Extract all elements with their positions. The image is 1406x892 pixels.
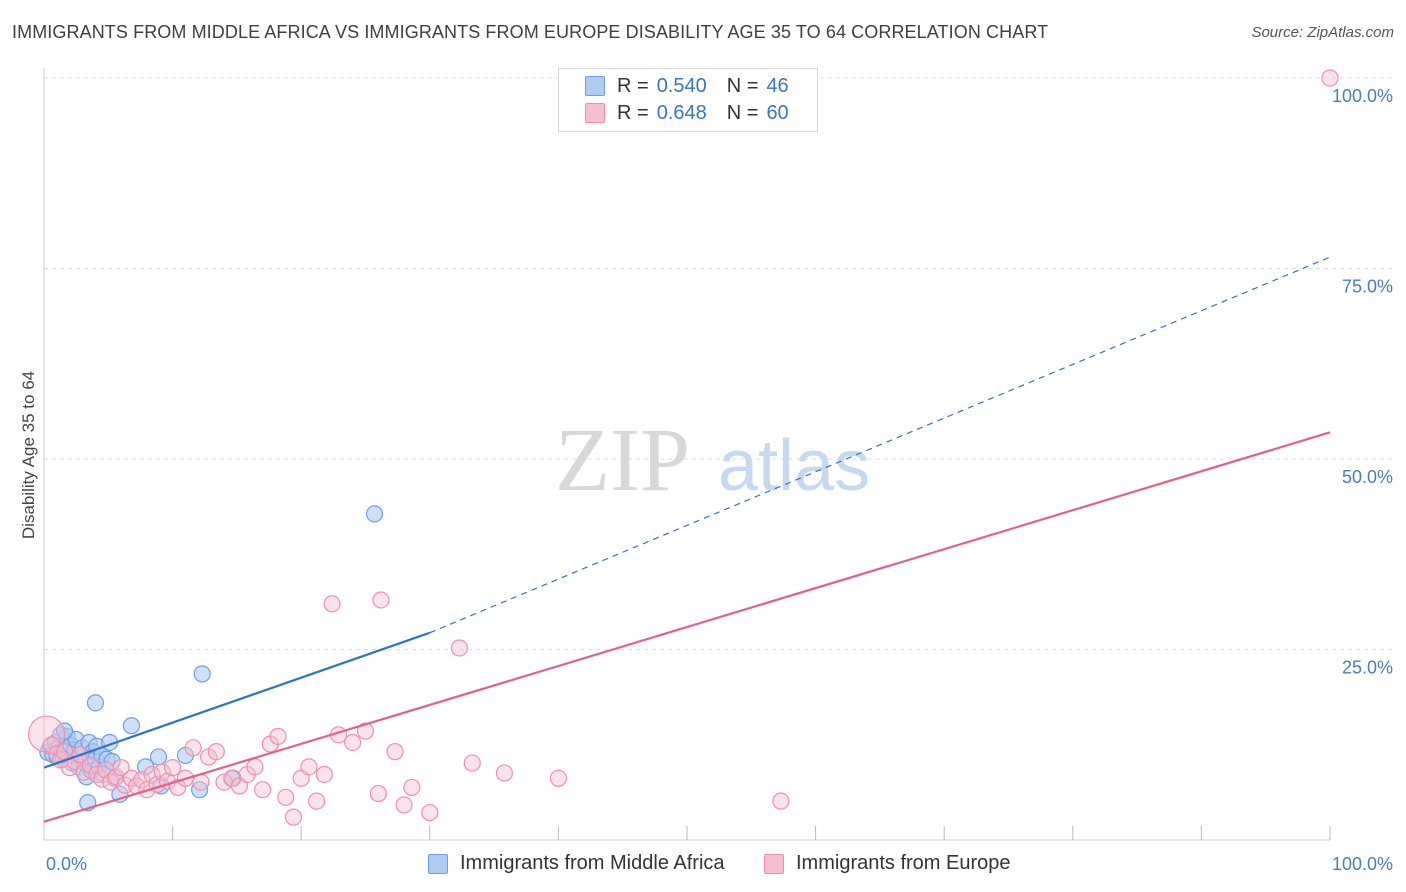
bottom-legend-europe[interactable]: Immigrants from Europe <box>764 852 1011 875</box>
watermark-zip: ZIP <box>555 411 690 510</box>
point-europe <box>254 781 272 799</box>
point-europe <box>495 764 513 782</box>
legend-swatch-pink <box>585 103 605 123</box>
legend-r-label: R = <box>617 74 649 97</box>
trend-lines <box>43 256 1331 823</box>
point-middle-africa <box>193 665 211 683</box>
legend-r-value: 0.540 <box>656 74 707 97</box>
point-europe <box>403 778 421 797</box>
y-tick-label: 100.0% <box>1332 86 1393 106</box>
point-europe <box>277 788 295 806</box>
point-europe <box>308 792 326 810</box>
point-europe <box>112 759 130 777</box>
point-europe <box>246 758 264 776</box>
point-europe <box>81 756 99 774</box>
bottom-legend-label: Immigrants from Middle Africa <box>460 852 725 874</box>
point-europe <box>1321 69 1339 87</box>
point-europe <box>395 796 413 814</box>
point-middle-africa <box>149 748 168 766</box>
point-europe <box>772 792 790 810</box>
bottom-legend-swatch-pink <box>764 853 784 874</box>
point-europe <box>184 739 202 757</box>
point-europe <box>421 803 439 822</box>
point-europe <box>153 763 171 781</box>
legend-n-value: 46 <box>766 74 789 97</box>
y-tick-label: 75.0% <box>1342 277 1393 297</box>
scatter-points <box>27 69 1339 826</box>
trend-line-middle-africa <box>43 631 431 769</box>
legend-swatch-blue <box>585 76 605 96</box>
point-europe <box>549 769 568 787</box>
point-europe <box>133 771 151 789</box>
point-europe <box>323 595 341 613</box>
point-europe <box>269 727 287 745</box>
point-europe <box>450 639 468 657</box>
point-europe <box>75 763 93 781</box>
point-middle-africa <box>122 717 141 735</box>
legend-n-label: N = <box>726 101 759 124</box>
chart-source: Source: ZipAtlas.com <box>1251 24 1394 41</box>
legend-n-value: 60 <box>766 101 789 124</box>
legend-r-value: 0.648 <box>656 101 707 124</box>
point-europe <box>284 808 303 826</box>
y-tick-label: 50.0% <box>1342 467 1393 487</box>
y-tick-label: 25.0% <box>1342 658 1393 678</box>
point-europe <box>143 765 161 784</box>
trend-line-middle-africa-extension <box>429 256 1331 634</box>
legend-r-label: R = <box>617 101 649 124</box>
gridlines <box>44 77 1395 650</box>
point-europe <box>344 733 362 752</box>
point-middle-africa <box>365 505 384 523</box>
y-axis-label: Disability Age 35 to 64 <box>19 371 38 539</box>
watermark-atlas: atlas <box>718 426 870 506</box>
chart-title: IMMIGRANTS FROM MIDDLE AFRICA VS IMMIGRA… <box>12 22 1049 42</box>
point-middle-africa <box>86 694 105 712</box>
trend-line-europe <box>43 431 1331 823</box>
point-europe <box>315 765 333 784</box>
point-europe <box>164 759 182 777</box>
axes <box>43 68 1331 841</box>
correlation-legend: R = 0.540 N = 46 R = 0.648 N = 60 <box>558 68 818 132</box>
point-europe <box>372 591 390 609</box>
legend-row-middle-africa: R = 0.540 N = 46 <box>585 73 789 99</box>
legend-n-label: N = <box>726 74 759 97</box>
point-europe <box>207 743 225 761</box>
legend-row-europe: R = 0.648 N = 60 <box>585 100 789 126</box>
bottom-legend-label: Immigrants from Europe <box>796 852 1011 874</box>
point-europe <box>27 715 66 753</box>
point-europe <box>369 784 387 803</box>
point-europe <box>356 722 375 740</box>
tick-labels: 100.0% 75.0% 50.0% 25.0% 0.0% 100.0% <box>46 86 1393 874</box>
bottom-legend-swatch-blue <box>428 853 448 874</box>
point-europe <box>93 770 111 788</box>
point-europe <box>386 743 404 761</box>
point-europe <box>463 754 481 772</box>
x-tick-label: 0.0% <box>46 854 87 874</box>
bottom-legend-middle-africa[interactable]: Immigrants from Middle Africa <box>428 852 725 875</box>
point-europe <box>88 765 106 784</box>
x-tick-label: 100.0% <box>1332 854 1393 874</box>
point-europe <box>300 758 318 776</box>
